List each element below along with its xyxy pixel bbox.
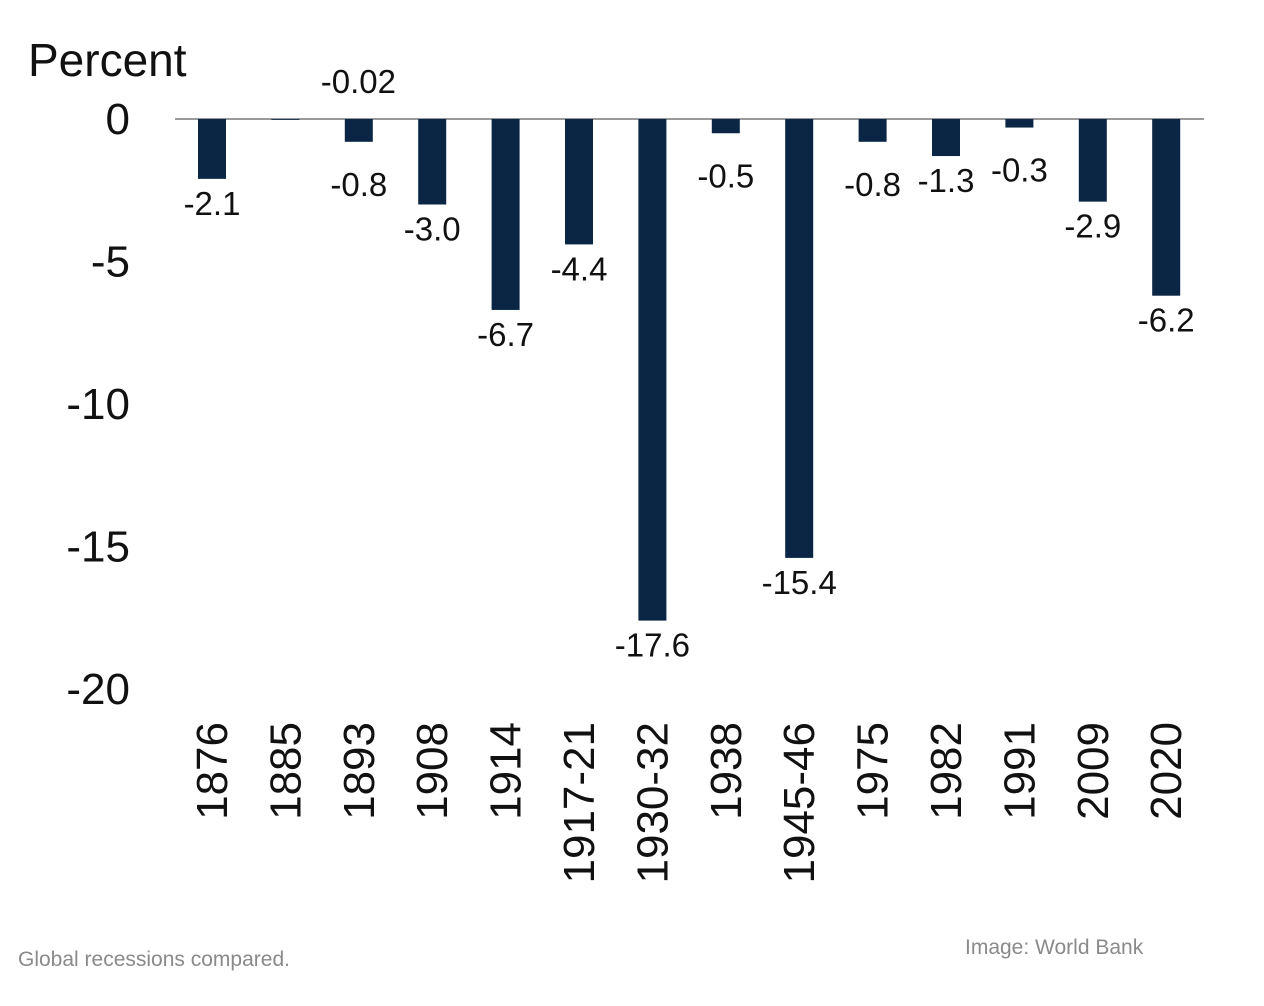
image-credit: Image: World Bank <box>965 936 1144 959</box>
bar <box>711 119 740 134</box>
bar <box>565 119 593 245</box>
data-label: -0.02 <box>321 63 396 100</box>
bar <box>418 119 447 205</box>
data-label: -17.6 <box>615 627 690 664</box>
x-axis-ticks: 1876 1885 1893 1908 1914 1917-21 1930-32 1938 19… <box>188 722 1191 883</box>
y-axis-ticks: 0 -5 -10 -15 -20 <box>66 95 130 714</box>
x-tick-label: 1945-46 <box>775 722 824 883</box>
y-tick-label: -20 <box>66 665 130 714</box>
recessions-bar-chart: Percent 0 -5 -10 -15 -20 -2.1 -0.02 -0.8 -3.0 -6… <box>28 34 1204 883</box>
data-label: -3.0 <box>404 211 461 248</box>
x-tick-label: 1893 <box>335 722 384 820</box>
x-tick-label: 1938 <box>702 722 751 820</box>
data-label: -15.4 <box>762 564 837 601</box>
data-label: -1.3 <box>918 162 975 199</box>
bar <box>271 119 300 120</box>
x-tick-label: 1975 <box>849 722 898 820</box>
data-label: -0.8 <box>330 166 387 203</box>
data-label: -4.4 <box>551 250 608 287</box>
data-label: -6.7 <box>477 316 534 353</box>
bar <box>932 119 960 157</box>
bar <box>491 119 520 310</box>
figure-caption: Global recessions compared. <box>18 948 290 971</box>
data-label: -6.2 <box>1138 302 1195 339</box>
x-tick-label: 1982 <box>922 722 971 820</box>
x-tick-label: 1917-21 <box>555 722 604 883</box>
x-tick-label: 1914 <box>482 722 531 820</box>
bar <box>1005 119 1034 128</box>
x-tick-label: 2009 <box>1069 722 1118 820</box>
y-tick-label: -5 <box>91 238 130 287</box>
bar <box>785 119 814 558</box>
x-tick-label: 1876 <box>188 722 237 820</box>
bar <box>858 119 887 142</box>
bar <box>638 119 667 621</box>
data-label: -2.9 <box>1064 208 1121 245</box>
x-tick-label: 2020 <box>1142 722 1191 820</box>
bar <box>344 119 373 142</box>
bar <box>1078 119 1107 202</box>
bar <box>198 119 226 179</box>
x-tick-label: 1991 <box>995 722 1044 820</box>
bar <box>1152 119 1181 296</box>
data-label: -0.3 <box>991 152 1048 189</box>
y-tick-label: -10 <box>66 380 130 429</box>
x-tick-label: 1930-32 <box>628 722 677 883</box>
bars-group <box>198 119 1181 621</box>
x-tick-label: 1908 <box>408 722 457 820</box>
y-tick-label: 0 <box>106 95 130 144</box>
y-axis-title: Percent <box>28 34 187 86</box>
x-tick-label: 1885 <box>261 722 310 820</box>
data-label: -2.1 <box>184 185 241 222</box>
y-tick-label: -15 <box>66 523 130 572</box>
data-label: -0.5 <box>697 157 754 194</box>
data-label: -0.8 <box>844 166 901 203</box>
value-labels-group: -2.1 -0.02 -0.8 -3.0 -6.7 -4.4 -17.6 -0.5 -15.4 -… <box>184 63 1195 664</box>
